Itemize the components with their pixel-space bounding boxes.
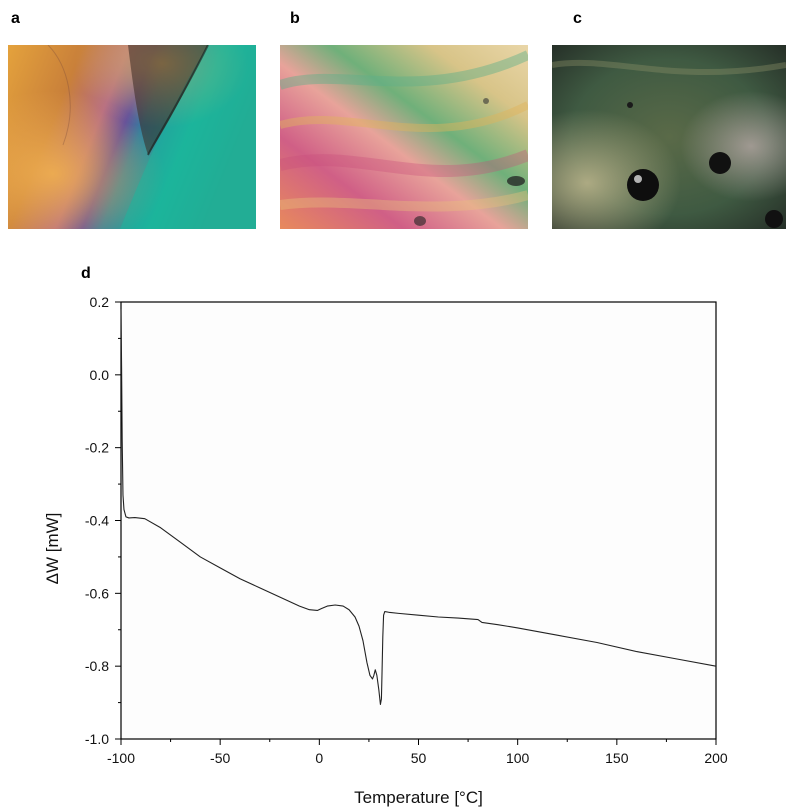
y-tick-label: -1.0: [85, 731, 109, 747]
y-tick-label: -0.8: [85, 658, 109, 674]
y-axis-title: ΔW [mW]: [43, 513, 62, 585]
plot-area: [121, 302, 716, 739]
panel-label-c: c: [573, 10, 582, 27]
micrograph-panel-a: [8, 45, 256, 229]
x-axis-title: Temperature [°C]: [354, 788, 483, 807]
y-tick-label: 0.0: [90, 367, 110, 383]
y-tick-label: 0.2: [90, 294, 110, 310]
micrograph-b-image: [280, 45, 528, 229]
x-tick-label: 50: [411, 750, 427, 766]
chart-series: [120, 309, 717, 705]
y-tick-label: -0.4: [85, 513, 109, 529]
x-tick-label: 0: [315, 750, 323, 766]
x-tick-label: -50: [210, 750, 230, 766]
x-tick-label: 150: [605, 750, 629, 766]
micrograph-panel-c: [552, 45, 786, 229]
panel-label-d: d: [81, 265, 91, 282]
y-tick-label: -0.6: [85, 585, 109, 601]
x-tick-label: 200: [704, 750, 728, 766]
panel-label-a: a: [11, 10, 20, 27]
x-tick-label: -100: [107, 750, 135, 766]
chart-ticks: -100 -50 0 50 100 150 200 -1.0 -0.8 -0.6 -0.4 -0.2 0…: [85, 294, 728, 766]
micrograph-a-image: [8, 45, 256, 229]
x-tick-label: 100: [506, 750, 530, 766]
micrograph-c-image: [552, 45, 786, 229]
y-tick-label: -0.2: [85, 440, 109, 456]
dsc-curve: [120, 309, 717, 705]
panel-label-b: b: [290, 10, 300, 27]
micrograph-panel-b: [280, 45, 528, 229]
